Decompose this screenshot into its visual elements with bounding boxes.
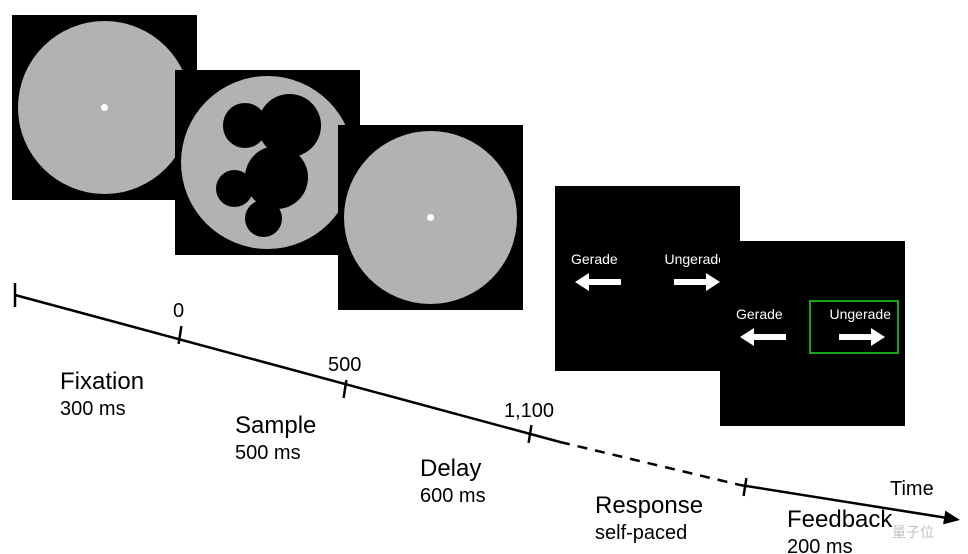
phase-label-response: Response self-paced [595, 492, 703, 545]
panel-feedback: Gerade Ungerade [720, 241, 905, 426]
phase-label-feedback: Feedback 200 ms [787, 506, 892, 554]
response-right-label: Ungerade [665, 251, 727, 267]
panel-sample [175, 70, 360, 255]
phase-name-response: Response [595, 492, 703, 520]
phase-duration-sample: 500 ms [235, 442, 316, 465]
response-left-arrow-icon [575, 273, 621, 291]
phase-label-fixation: Fixation 300 ms [60, 368, 144, 421]
sample-dot-5 [245, 200, 282, 237]
feedback-left-label: Gerade [736, 306, 783, 322]
delay-dot [427, 214, 434, 221]
tick-label-1100: 1,100 [504, 400, 554, 423]
panel-delay [338, 125, 523, 310]
phase-name-sample: Sample [235, 412, 316, 440]
phase-name-delay: Delay [420, 455, 486, 483]
phase-name-fixation: Fixation [60, 368, 144, 396]
watermark-text: 量子位 [892, 522, 934, 542]
phase-duration-fixation: 300 ms [60, 398, 144, 421]
tick-label-500: 500 [328, 354, 361, 377]
response-right-arrow-icon [674, 273, 720, 291]
phase-label-delay: Delay 600 ms [420, 455, 486, 508]
feedback-left-arrow-icon [740, 328, 786, 346]
fixation-dot [101, 104, 108, 111]
phase-label-sample: Sample 500 ms [235, 412, 316, 465]
sample-dot-3 [245, 146, 308, 209]
panel-fixation [12, 15, 197, 200]
feedback-highlight-box [809, 300, 899, 354]
phase-duration-response: self-paced [595, 522, 703, 545]
panel-response: Gerade Ungerade [555, 186, 740, 371]
time-axis-label: Time [890, 478, 934, 501]
phase-name-feedback: Feedback [787, 506, 892, 534]
response-left-label: Gerade [571, 251, 618, 267]
sample-dot-4 [216, 170, 253, 207]
phase-duration-delay: 600 ms [420, 485, 486, 508]
phase-duration-feedback: 200 ms [787, 536, 892, 554]
tick-label-0: 0 [173, 300, 184, 323]
